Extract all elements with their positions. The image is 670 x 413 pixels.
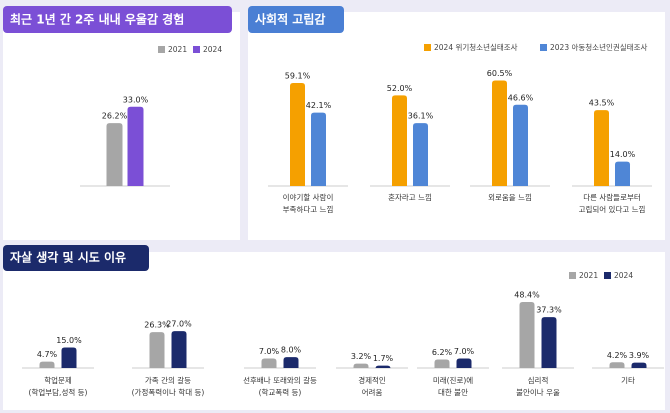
value-label: 26.3% [144, 321, 170, 330]
bar [541, 317, 557, 368]
value-label: 3.2% [351, 352, 372, 361]
bar [149, 332, 165, 368]
legend-label: 2023 아동청소년인권실태조사 [550, 42, 647, 52]
value-label: 4.7% [37, 350, 58, 359]
x-tick-label-line: 학업문제 [44, 375, 72, 385]
bar [261, 358, 277, 368]
value-label: 36.1% [408, 112, 434, 121]
charts: 최근 1년 간 2주 내내 우울감 경험 2021 2024 26.2% 33.0% 사회… [10, 12, 664, 397]
x-tick-label-line: 고립되어 있다고 느낌 [579, 204, 646, 214]
bar [290, 82, 305, 186]
value-label: 33.0% [123, 95, 149, 104]
bar [283, 357, 299, 368]
bar [492, 80, 507, 186]
x-tick-label-line: 심리적 [528, 375, 549, 385]
x-tick-label: 혼자라고 느낌 [388, 192, 432, 202]
bar [127, 106, 144, 186]
x-tick-label-line: 외로움을 느낌 [488, 192, 532, 202]
value-label: 6.2% [432, 348, 453, 357]
x-tick-label-line: (가정폭력이나 학대 등) [132, 387, 205, 397]
value-label: 46.6% [508, 93, 534, 102]
value-label: 26.2% [102, 112, 128, 121]
legend-swatch [569, 272, 576, 279]
value-label: 4.2% [607, 351, 628, 360]
x-tick-label-line: 기타 [621, 376, 635, 385]
bar [434, 359, 450, 368]
title-tag [248, 6, 344, 33]
bar [615, 161, 630, 186]
bar [594, 110, 609, 186]
legend-label: 2021 [579, 271, 598, 280]
x-tick-label-line: (학업부담,성적 등) [29, 387, 88, 397]
value-label: 59.1% [285, 71, 311, 80]
x-tick-label: 선후배나 또래와의 갈등 (학교폭력 등) [243, 375, 317, 397]
x-tick-label-line: 부족하다고 느낌 [283, 204, 334, 214]
x-tick-label-line: 가족 간의 갈등 [145, 375, 191, 385]
x-tick-label-line: (학교폭력 등) [259, 387, 302, 397]
x-tick-label-line: 경제적인 [358, 375, 386, 385]
bar [106, 123, 123, 186]
bar [413, 123, 428, 186]
legend-label: 2024 [203, 45, 222, 54]
legend-swatch [193, 46, 200, 53]
bar [39, 361, 55, 368]
chart-title: 자살 생각 및 시도 이유 [10, 250, 126, 265]
value-label: 7.0% [454, 347, 475, 356]
value-label: 42.1% [306, 101, 332, 110]
bar [353, 363, 369, 368]
value-label: 8.0% [281, 346, 302, 355]
x-tick-label: 가족 간의 갈등 (가정폭력이나 학대 등) [132, 375, 205, 397]
x-tick-label: 외로움을 느낌 [488, 192, 532, 202]
bar [513, 104, 528, 186]
x-tick-label-line: 이야기할 사람이 [283, 192, 334, 202]
title-tag [3, 6, 232, 33]
legend-swatch [158, 46, 165, 53]
value-label: 27.0% [166, 320, 192, 329]
bar [609, 362, 625, 368]
legend-swatch [540, 44, 547, 51]
x-tick-label-line: 선후배나 또래와의 갈등 [243, 375, 317, 385]
legend-label: 2024 위기청소년실태조사 [434, 42, 518, 52]
x-tick-label: 학업문제 (학업부담,성적 등) [29, 375, 88, 397]
value-label: 3.9% [629, 351, 650, 360]
chart-title: 사회적 고립감 [255, 12, 325, 27]
value-label: 15.0% [56, 336, 82, 345]
value-label: 43.5% [589, 99, 615, 108]
x-tick-label-line: 불안이나 우울 [516, 387, 560, 397]
bar [61, 347, 77, 368]
value-label: 48.4% [514, 291, 540, 300]
legend-swatch [424, 44, 431, 51]
value-label: 1.7% [373, 354, 394, 363]
x-tick-label-line: 다른 사람들로부터 [583, 193, 641, 202]
legend-label: 2021 [168, 45, 187, 54]
value-label: 52.0% [387, 84, 413, 93]
legend-label: 2024 [614, 271, 633, 280]
bar [456, 358, 472, 368]
legend-swatch [604, 272, 611, 279]
chart-title: 최근 1년 간 2주 내내 우울감 경험 [10, 12, 184, 27]
x-tick-label: 기타 [621, 376, 635, 385]
panel [3, 252, 665, 410]
x-tick-label-line: 대한 불안 [438, 387, 468, 397]
bar [519, 302, 535, 368]
x-tick-label-line: 미래(진로)에 [433, 375, 473, 385]
title-tag [3, 245, 149, 271]
value-label: 60.5% [487, 69, 513, 78]
bar [171, 331, 187, 368]
bar [375, 365, 391, 369]
bar [631, 362, 647, 368]
value-label: 37.3% [536, 306, 562, 315]
value-label: 14.0% [610, 150, 636, 159]
bar [392, 95, 407, 186]
x-tick-label-line: 혼자라고 느낌 [388, 192, 432, 202]
value-label: 7.0% [259, 347, 280, 356]
x-tick-label-line: 어려움 [362, 387, 383, 397]
bar [311, 112, 326, 186]
